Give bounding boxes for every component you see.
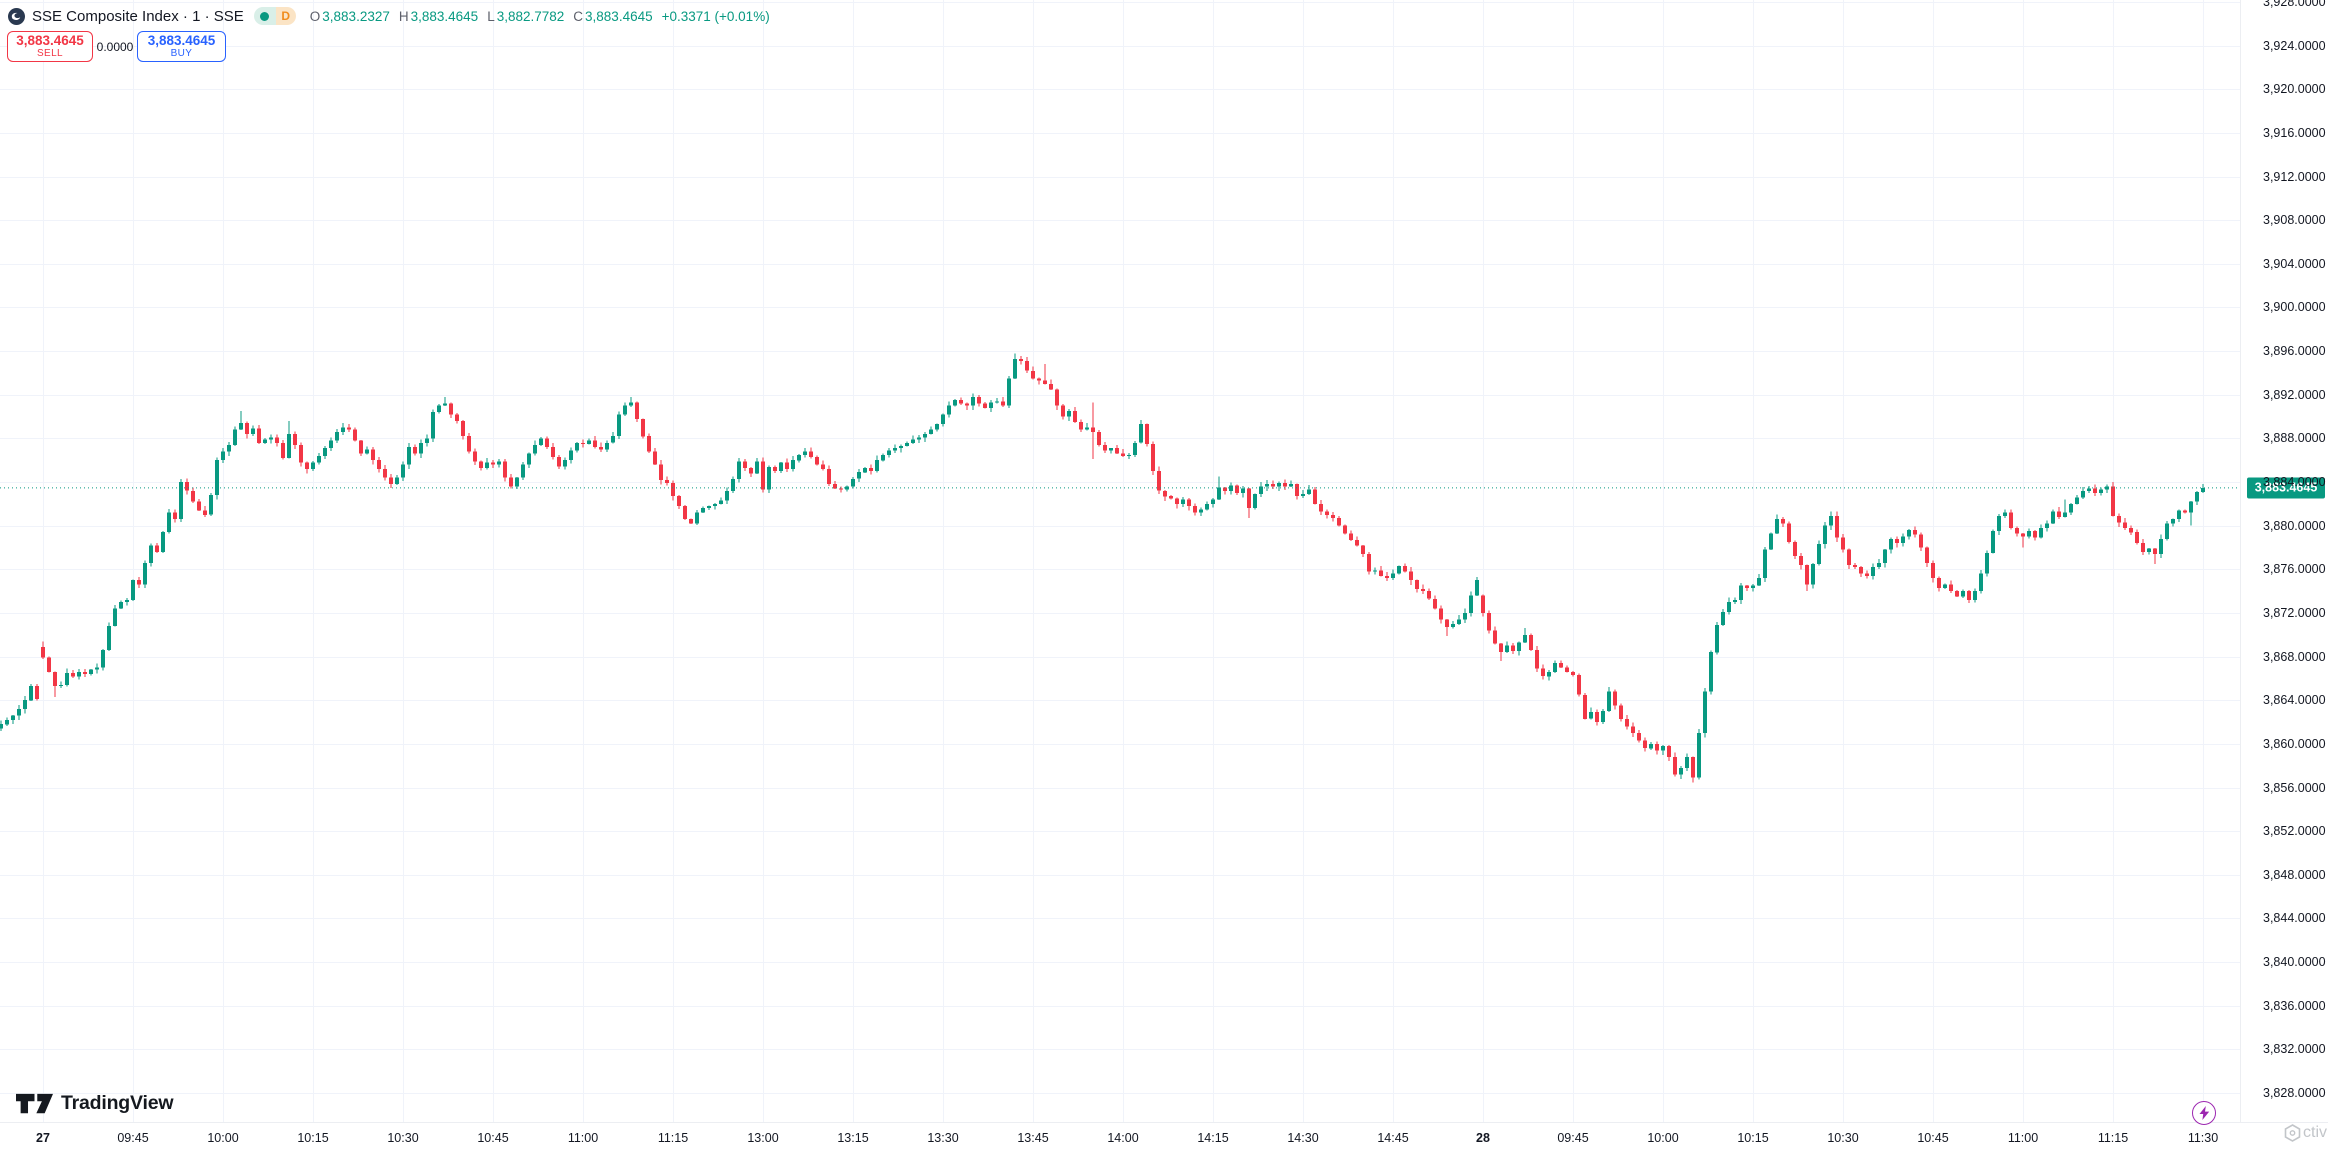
time-tick-label: 10:30: [1827, 1131, 1859, 1145]
time-tick-label: 10:15: [297, 1131, 329, 1145]
time-tick-label: 11:15: [657, 1131, 689, 1145]
candlestick-chart[interactable]: [0, 0, 2240, 1122]
price-tick-label: 3,880.0000: [2263, 518, 2326, 533]
symbol-legend[interactable]: SSE Composite Index · 1 · SSE D O 3,883.2…: [8, 5, 770, 27]
price-tick-label: 3,856.0000: [2263, 780, 2326, 795]
tradingview-watermark[interactable]: TradingView: [16, 1092, 174, 1115]
price-tick-label: 3,892.0000: [2263, 387, 2326, 402]
time-tick-label: 10:45: [1917, 1131, 1949, 1145]
price-tick-label: 3,848.0000: [2263, 867, 2326, 882]
spread-value: 0.0000: [96, 39, 134, 54]
time-tick-label: 10:00: [1647, 1131, 1679, 1145]
time-tick-label: 11:15: [2097, 1131, 2129, 1145]
time-tick-label: 13:30: [927, 1131, 959, 1145]
price-axis[interactable]: 3,883.4645 3,928.0000 3,924.0000 3,920.000…: [2240, 0, 2328, 1122]
time-axis[interactable]: 27 09:45 10:00 10:15 10:30 10:45 11:00 11:15 13:…: [0, 1122, 2328, 1154]
price-tick-label: 3,852.0000: [2263, 824, 2326, 839]
tradingview-wordmark: TradingView: [61, 1092, 174, 1114]
sell-label: SELL: [36, 47, 64, 59]
open-label: O: [309, 8, 321, 24]
time-tick-label: 09:45: [117, 1131, 149, 1145]
time-tick-label: 13:45: [1017, 1131, 1049, 1145]
buy-price: 3,883.4645: [147, 32, 216, 48]
close-label: C: [573, 8, 584, 24]
price-tick-label: 3,916.0000: [2263, 125, 2326, 140]
time-tick-label: 11:00: [2007, 1131, 2039, 1145]
price-tick-label: 3,888.0000: [2263, 431, 2326, 446]
open-value: 3,883.2327: [322, 8, 390, 24]
sse-logo-icon: [8, 7, 25, 25]
time-tick-label: 14:45: [1377, 1131, 1409, 1145]
price-tick-label: 3,908.0000: [2263, 213, 2326, 228]
price-tick-label: 3,900.0000: [2263, 300, 2326, 315]
time-tick-label: 13:00: [747, 1131, 779, 1145]
price-tick-label: 3,924.0000: [2263, 38, 2326, 53]
sell-price: 3,883.4645: [16, 32, 84, 48]
time-tick-label: 09:45: [1557, 1131, 1589, 1145]
time-tick-label: 13:15: [837, 1131, 869, 1145]
high-value: 3,883.4645: [410, 8, 479, 24]
high-label: H: [398, 8, 409, 24]
price-tick-label: 3,928.0000: [2263, 0, 2326, 9]
time-tick-label: 11:30: [2187, 1131, 2219, 1145]
hexagon-icon: [2284, 1124, 2301, 1142]
activate-text: ctiv: [2303, 1124, 2327, 1141]
buy-label: BUY: [170, 47, 193, 59]
symbol-title[interactable]: SSE Composite Index · 1 · SSE: [32, 7, 244, 25]
time-tick-label: 11:00: [567, 1131, 599, 1145]
price-tick-label: 3,836.0000: [2263, 998, 2326, 1013]
market-open-dot-icon: [260, 11, 270, 21]
activate-windows-watermark: ctiv: [2284, 1124, 2327, 1142]
delayed-data-badge: D: [275, 7, 296, 25]
price-tick-label: 3,912.0000: [2263, 169, 2326, 184]
price-tick-label: 3,860.0000: [2263, 736, 2326, 751]
ohlc-legend: O 3,883.2327 H 3,883.4645 L 3,882.7782 C 3,8…: [310, 9, 770, 24]
time-tick-label: 14:00: [1107, 1131, 1139, 1145]
price-tick-label: 3,884.0000: [2263, 475, 2326, 490]
low-label: L: [487, 8, 495, 24]
close-value: 3,883.4645: [585, 8, 653, 24]
price-tick-label: 3,876.0000: [2263, 562, 2326, 577]
time-tick-label: 10:30: [387, 1131, 419, 1145]
price-tick-label: 3,864.0000: [2263, 693, 2326, 708]
time-tick-label: 14:15: [1197, 1131, 1229, 1145]
price-tick-label: 3,844.0000: [2263, 911, 2326, 926]
price-tick-label: 3,872.0000: [2263, 605, 2326, 620]
lightning-icon: [2199, 1106, 2209, 1120]
time-tick-label: 10:00: [207, 1131, 239, 1145]
price-tick-label: 3,828.0000: [2263, 1086, 2326, 1100]
trade-panel: 3,883.4645 SELL 0.0000 3,883.4645 BUY: [7, 31, 226, 62]
price-tick-label: 3,840.0000: [2263, 955, 2326, 970]
buy-button[interactable]: 3,883.4645 BUY: [137, 31, 226, 62]
time-tick-label: 10:45: [477, 1131, 509, 1145]
lightning-button[interactable]: [2192, 1101, 2216, 1125]
price-tick-label: 3,868.0000: [2263, 649, 2326, 664]
price-tick-label: 3,904.0000: [2263, 256, 2326, 271]
price-tick-label: 3,920.0000: [2263, 82, 2326, 97]
time-tick-label: 28: [1476, 1131, 1490, 1145]
time-tick-label: 14:30: [1287, 1131, 1319, 1145]
time-tick-label: 27: [36, 1131, 50, 1145]
low-value: 3,882.7782: [496, 8, 565, 24]
price-tick-label: 3,896.0000: [2263, 344, 2326, 359]
price-tick-label: 3,832.0000: [2263, 1042, 2326, 1057]
sell-button[interactable]: 3,883.4645 SELL: [7, 31, 93, 62]
change-value: +0.3371 (+0.01%): [661, 8, 770, 24]
status-pill[interactable]: D: [253, 7, 296, 25]
current-price-label: 3,883.4645: [2247, 477, 2325, 499]
time-tick-label: 10:15: [1737, 1131, 1769, 1145]
tradingview-logo-icon: [16, 1093, 53, 1113]
